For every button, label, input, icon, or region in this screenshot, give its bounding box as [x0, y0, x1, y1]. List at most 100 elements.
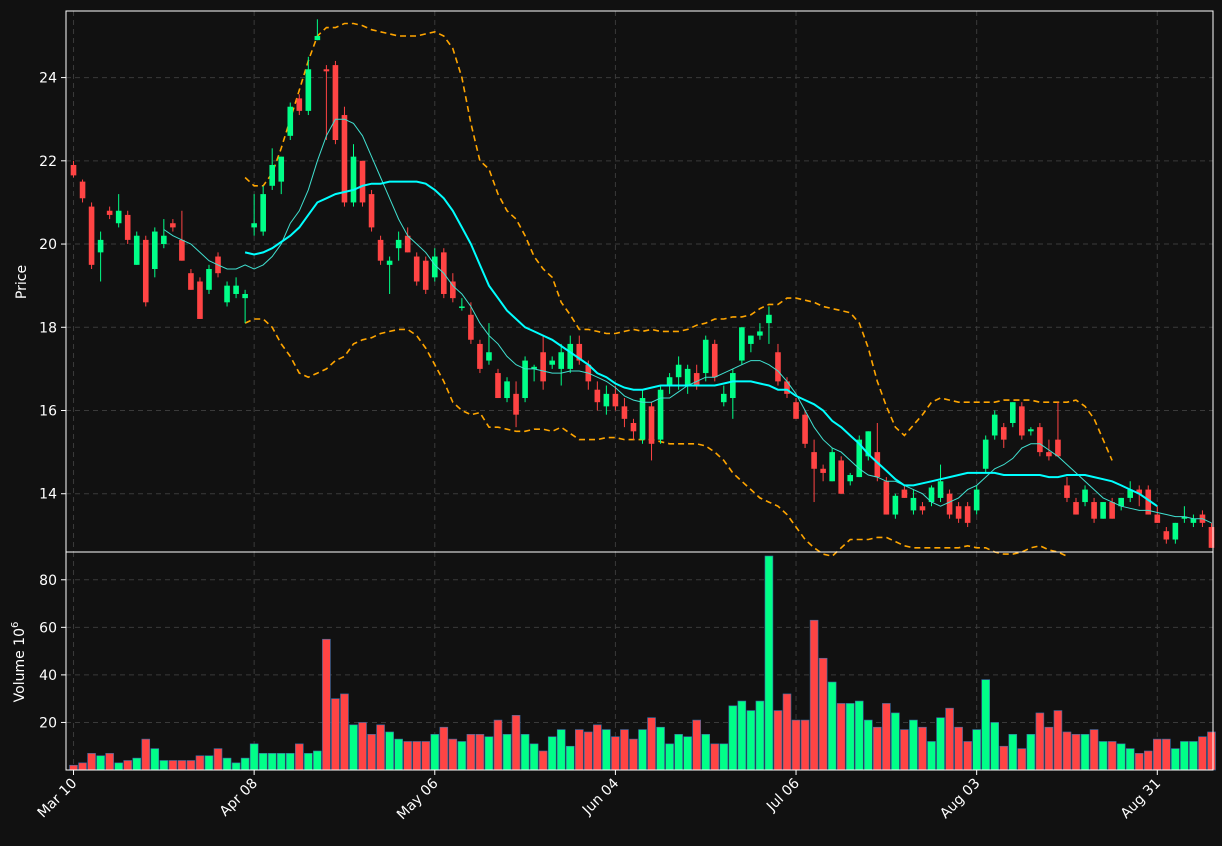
volume-bar	[78, 762, 87, 771]
candle-body	[901, 489, 908, 498]
candles	[70, 19, 1215, 548]
candle-body	[838, 460, 844, 494]
volume-bar	[349, 724, 358, 771]
volume-bar	[665, 743, 674, 771]
candle-body	[937, 481, 944, 498]
volume-bar	[1080, 734, 1090, 771]
candle-body	[621, 406, 628, 419]
candle-body	[278, 156, 285, 182]
candle-body	[811, 452, 817, 469]
volume-axis-label-exponent: 6	[10, 622, 21, 628]
volume-bar	[195, 755, 205, 771]
volume-bar	[782, 693, 792, 771]
candle-body	[468, 314, 474, 340]
volume-bar	[584, 731, 593, 771]
volume-bar	[800, 719, 810, 771]
price-tick-label: 16	[39, 404, 57, 420]
candle-body	[197, 281, 203, 319]
volume-bar	[755, 700, 765, 771]
candle-body	[179, 239, 185, 261]
candle-body	[1208, 527, 1215, 548]
volume-bar	[322, 638, 331, 771]
candle-body	[711, 343, 718, 378]
upper-band-line	[244, 22, 1113, 461]
volume-bar	[376, 724, 385, 771]
volume-bar	[701, 734, 710, 771]
candle-body	[269, 164, 276, 186]
volume-bar	[177, 760, 187, 771]
price-tick-label: 14	[39, 487, 57, 503]
volume-bar	[511, 715, 521, 771]
candle-body	[748, 335, 754, 344]
volume-bar	[430, 734, 440, 771]
volume-bar	[439, 726, 449, 771]
candle-body	[793, 402, 799, 419]
volume-bar	[358, 722, 367, 771]
volume-bar	[204, 755, 214, 771]
candle-body	[97, 239, 104, 253]
volume-bar	[186, 760, 196, 771]
candle-body	[775, 352, 781, 382]
candle-body	[693, 373, 700, 386]
candle-body	[368, 194, 375, 228]
sma-slow-line	[244, 180, 1158, 508]
candle-body	[151, 231, 158, 270]
candle-body	[133, 235, 140, 265]
volume-bar	[240, 757, 250, 771]
candle-body	[1019, 406, 1025, 436]
volume-bar	[1207, 731, 1216, 771]
volume-bar	[710, 743, 720, 771]
candle-body	[991, 414, 998, 436]
volume-bar	[403, 741, 412, 771]
candle-body	[296, 98, 303, 111]
candle-body	[1046, 452, 1052, 457]
volume-bar	[1017, 748, 1027, 771]
candle-body	[675, 364, 682, 378]
volume-bar	[827, 681, 837, 771]
bollinger-bands	[244, 22, 1113, 558]
candle-body	[739, 327, 745, 361]
volume-bar	[1198, 736, 1207, 771]
volume-bar	[520, 734, 530, 771]
volume-bar	[141, 738, 151, 771]
candle-body	[567, 343, 574, 369]
volume-panel-frame	[65, 551, 1214, 771]
candle-body	[847, 475, 854, 482]
volume-bar	[114, 762, 123, 771]
candle-body	[1028, 429, 1034, 432]
candle-body	[702, 339, 709, 374]
volume-bar	[1008, 734, 1018, 771]
candle-body	[829, 452, 835, 482]
volume-bar	[1125, 748, 1135, 771]
candle-body	[928, 487, 935, 503]
volume-bar	[972, 729, 981, 771]
volume-bar	[1089, 729, 1099, 771]
candle-body	[115, 210, 122, 224]
candle-body	[1145, 489, 1152, 515]
volume-bar	[809, 619, 819, 771]
volume-bar	[719, 743, 729, 771]
volume-tick-label: 40	[39, 668, 57, 684]
candle-body	[1154, 514, 1161, 523]
candle-body	[856, 439, 863, 478]
volume-bar	[647, 717, 656, 771]
candle-body	[1109, 502, 1115, 519]
candle-body	[1073, 502, 1079, 515]
candle-body	[982, 439, 989, 469]
candle-body	[88, 206, 95, 265]
volume-bar	[891, 712, 900, 771]
candle-body	[865, 431, 872, 457]
candle-body	[287, 106, 294, 136]
volume-bar	[692, 719, 701, 771]
candle-body	[395, 239, 402, 249]
candle-body	[784, 381, 790, 394]
candle-body	[522, 360, 528, 399]
volume-bar	[864, 719, 873, 771]
volume-bar	[593, 724, 602, 771]
volume-bar	[222, 757, 232, 771]
candle-body	[1055, 439, 1061, 457]
volume-bar	[936, 717, 945, 771]
volume-bar	[1098, 741, 1108, 771]
volume-bar	[1189, 741, 1198, 771]
volume-bar	[1071, 734, 1081, 771]
